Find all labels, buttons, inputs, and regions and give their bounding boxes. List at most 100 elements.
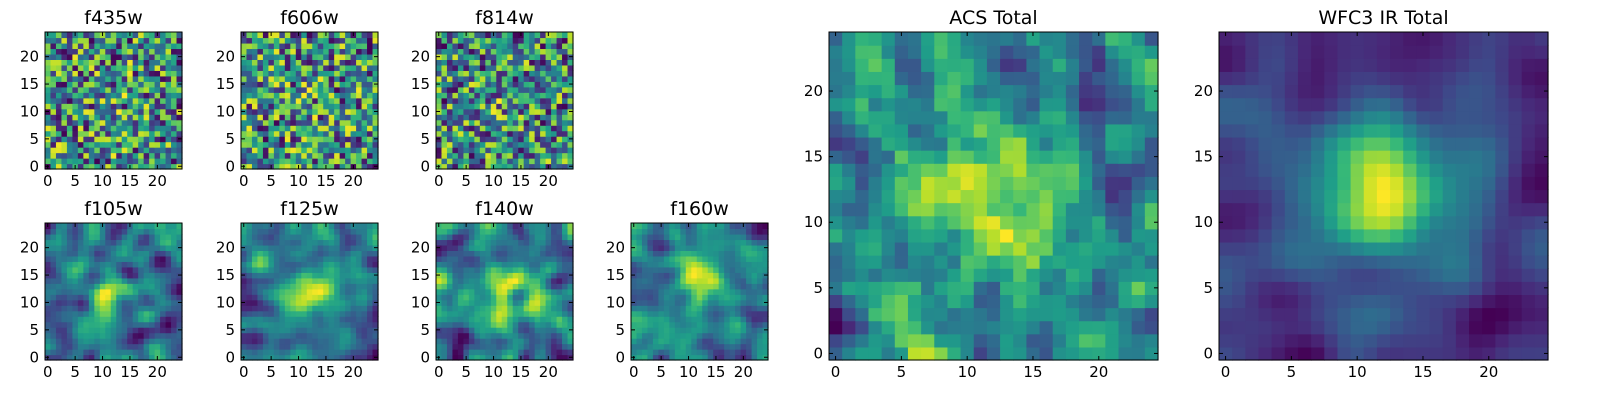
heatmap-cell [105, 147, 112, 154]
heatmap-cell [746, 261, 753, 268]
heatmap-cell [1079, 307, 1093, 322]
heatmap-cell [636, 223, 643, 230]
heatmap-cell [934, 346, 949, 361]
heatmap-cell [457, 244, 464, 251]
heatmap-cell [127, 305, 134, 312]
heatmap-cell [88, 59, 95, 66]
heatmap-cell [960, 176, 975, 191]
heatmap-cell [1000, 307, 1014, 322]
heatmap-cell [77, 108, 84, 115]
heatmap-cell [99, 327, 106, 334]
heatmap-cell [143, 321, 150, 328]
heatmap-cell [934, 228, 949, 243]
heatmap-cell [279, 158, 286, 165]
heatmap-cell [94, 81, 101, 88]
heatmap-cell [523, 338, 530, 345]
heatmap-cell [702, 294, 709, 301]
heatmap-cell [154, 233, 161, 241]
heatmap-cell [121, 294, 128, 301]
heatmap-cell [295, 48, 302, 55]
heatmap-cell [328, 59, 335, 66]
heatmap-cell [490, 42, 497, 50]
heatmap-cell [545, 108, 552, 115]
heatmap-cell [149, 103, 156, 110]
heatmap-cell [740, 228, 747, 235]
heatmap-cell [66, 338, 73, 345]
heatmap-cell [356, 316, 363, 323]
heatmap-cell [986, 150, 1001, 164]
heatmap-cell [176, 261, 183, 268]
heatmap-cell [72, 343, 79, 350]
heatmap-cell [452, 277, 459, 284]
heatmap-cell [468, 228, 475, 235]
heatmap-cell [485, 97, 492, 104]
heatmap-cell [339, 70, 346, 77]
heatmap-cell [110, 119, 117, 126]
heatmap-cell [149, 321, 156, 328]
heatmap-cell [740, 239, 747, 246]
heatmap-cell [350, 97, 357, 104]
heatmap-cell [176, 70, 183, 77]
heatmap-cell [468, 130, 475, 137]
heatmap-cell [176, 97, 183, 104]
heatmap-cell [306, 277, 313, 284]
heatmap-cell [1052, 228, 1067, 243]
heatmap-cell [496, 283, 503, 290]
heatmap-cell [241, 261, 248, 268]
heatmap-cell [361, 244, 368, 251]
heatmap-cell [312, 119, 319, 126]
heatmap-cell [479, 158, 486, 165]
heatmap-cell [273, 75, 280, 82]
panel-title: f125w [280, 198, 339, 220]
heatmap-cell [356, 97, 363, 104]
heatmap-cell [116, 294, 123, 301]
heatmap-cell [641, 239, 649, 246]
heatmap-cell [540, 321, 547, 328]
y-tick-label: 20 [20, 239, 39, 257]
heatmap-cell [83, 316, 90, 323]
heatmap-cell [463, 266, 470, 273]
heatmap-cell [545, 48, 552, 55]
heatmap-cell [479, 277, 486, 284]
heatmap-cell [149, 233, 156, 241]
heatmap-cell [907, 150, 922, 164]
heatmap-cell [110, 294, 117, 301]
heatmap-cell [83, 59, 90, 66]
heatmap-cell [328, 92, 335, 99]
heatmap-cell [757, 261, 764, 268]
heatmap-cell [512, 158, 519, 165]
heatmap-cell [685, 327, 692, 334]
heatmap-cell [567, 130, 574, 137]
heatmap-cell [284, 294, 291, 301]
heatmap-cell [317, 86, 324, 93]
heatmap-cell [83, 299, 90, 306]
heatmap-cell [518, 288, 525, 295]
heatmap-cell [138, 152, 145, 159]
heatmap-cell [160, 321, 167, 328]
heatmap-cell [312, 244, 319, 251]
heatmap-cell [160, 81, 167, 88]
heatmap-cell [485, 81, 492, 88]
heatmap-cell [127, 228, 134, 235]
heatmap-cell [77, 327, 84, 334]
heatmap-cell [339, 125, 346, 132]
heatmap-cell [762, 288, 769, 295]
heatmap-cell [268, 305, 275, 312]
heatmap-cell [512, 255, 519, 262]
heatmap-cell [110, 147, 117, 154]
heatmap-cell [165, 81, 172, 88]
heatmap-cell [132, 343, 139, 350]
heatmap-cell [361, 349, 368, 356]
heatmap-cell [452, 92, 459, 99]
heatmap-cell [262, 108, 269, 115]
heatmap-cell [66, 294, 73, 301]
y-tick-label: 5 [29, 321, 39, 339]
heatmap-cell [176, 119, 183, 126]
heatmap-cell [284, 130, 291, 137]
heatmap-cell [647, 283, 654, 290]
heatmap-cell [45, 261, 52, 268]
heatmap-cell [757, 244, 764, 251]
heatmap-cell [323, 288, 330, 295]
heatmap-cell [718, 294, 725, 301]
heatmap-cell [127, 125, 134, 132]
